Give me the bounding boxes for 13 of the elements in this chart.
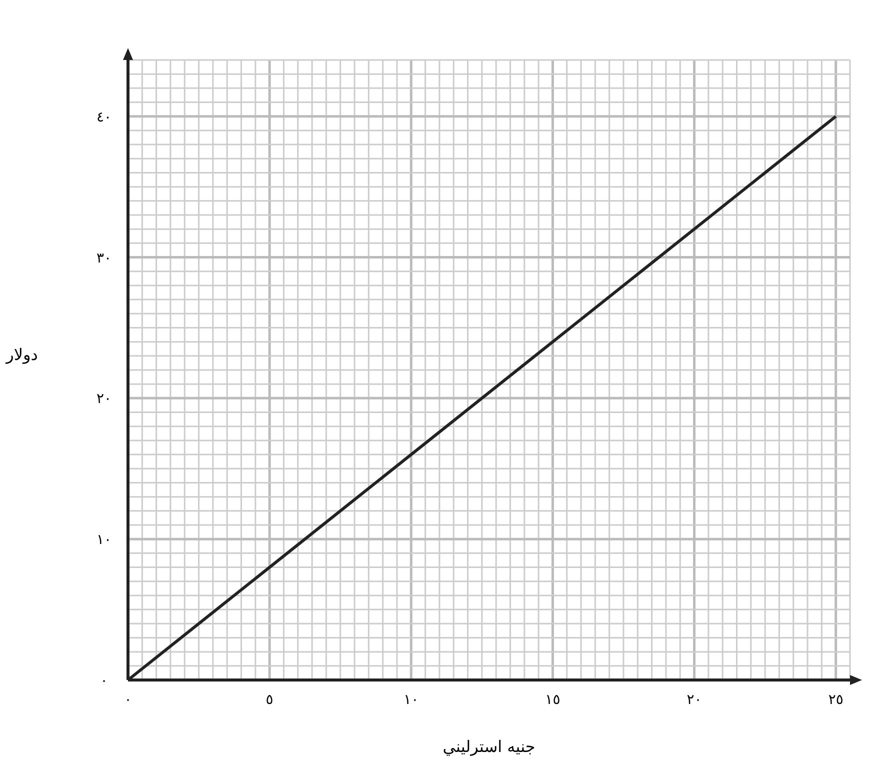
y-tick-label: ٢٠ [96, 391, 112, 408]
y-tick-label: ٠ [100, 673, 108, 689]
y-tick-label: ٤٠ [96, 109, 112, 126]
x-tick-label: ٥ [266, 692, 274, 708]
y-tick-label: ٣٠ [96, 250, 112, 266]
y-tick-label: ١٠ [96, 532, 112, 548]
x-tick-label: ٢٥ [828, 692, 844, 708]
x-tick-label: ٢٠ [686, 692, 702, 708]
x-tick-label: ١٠ [404, 692, 419, 708]
x-tick-label: ٠ [124, 692, 132, 708]
x-tick-label: ١٥ [545, 692, 560, 708]
y-axis-title: دولار [5, 345, 38, 364]
x-axis-title: جنيه استرليني [442, 737, 536, 756]
